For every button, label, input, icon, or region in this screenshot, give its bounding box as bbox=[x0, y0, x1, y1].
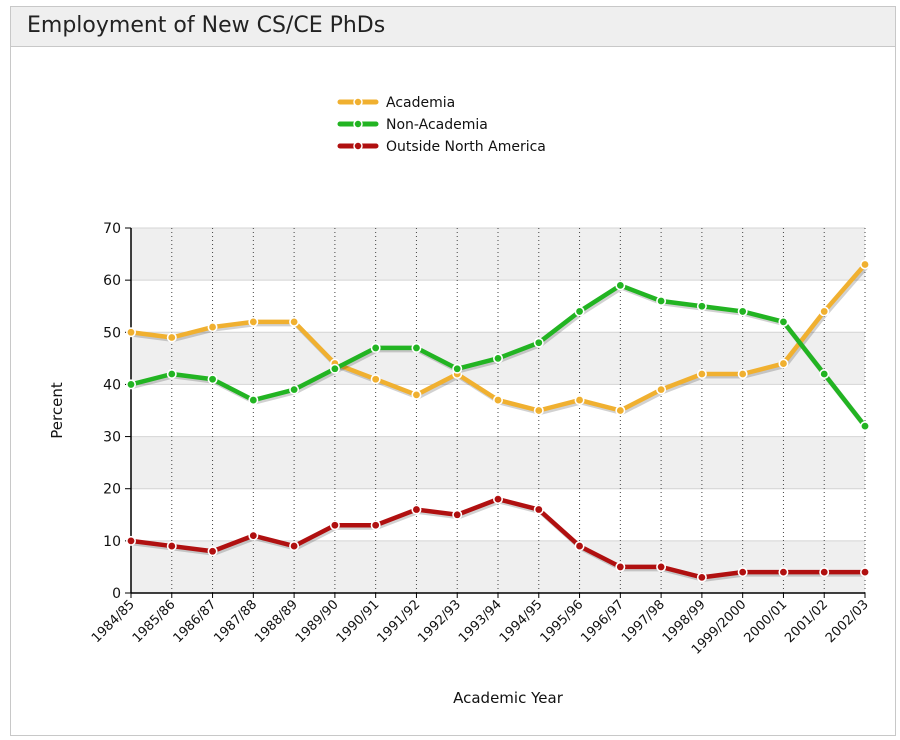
x-tick-label: 2002/03 bbox=[823, 597, 872, 646]
y-tick-label: 70 bbox=[103, 221, 121, 237]
y-tick-label: 30 bbox=[103, 430, 121, 446]
data-point bbox=[248, 316, 259, 327]
data-point bbox=[574, 395, 585, 406]
data-point bbox=[819, 567, 830, 578]
data-point bbox=[656, 561, 667, 572]
data-point bbox=[411, 504, 422, 515]
data-point bbox=[166, 332, 177, 343]
data-point bbox=[289, 316, 300, 327]
data-point bbox=[126, 379, 137, 390]
data-point bbox=[207, 374, 218, 385]
data-point bbox=[370, 520, 381, 531]
x-tick-label: 1988/89 bbox=[252, 597, 301, 646]
x-tick-label: 1985/86 bbox=[130, 597, 179, 646]
data-point bbox=[696, 301, 707, 312]
y-tick-label: 20 bbox=[103, 482, 121, 498]
data-point bbox=[166, 368, 177, 379]
x-tick-label: 1997/98 bbox=[619, 597, 668, 646]
chart-title: Employment of New CS/CE PhDs bbox=[27, 13, 386, 38]
data-point bbox=[615, 280, 626, 291]
data-point bbox=[859, 567, 870, 578]
data-point bbox=[696, 368, 707, 379]
data-point bbox=[370, 342, 381, 353]
x-tick-label: 1995/96 bbox=[538, 597, 587, 646]
data-point bbox=[533, 337, 544, 348]
y-tick-label: 60 bbox=[103, 273, 121, 289]
x-tick-label: 1993/94 bbox=[456, 597, 505, 646]
legend-marker bbox=[353, 97, 363, 107]
data-point bbox=[737, 567, 748, 578]
data-point bbox=[859, 421, 870, 432]
data-point bbox=[656, 384, 667, 395]
data-point bbox=[778, 567, 789, 578]
data-point bbox=[533, 405, 544, 416]
legend-label: Outside North America bbox=[386, 139, 546, 155]
data-point bbox=[859, 259, 870, 270]
data-point bbox=[207, 322, 218, 333]
x-tick-label: 1992/93 bbox=[415, 597, 464, 646]
data-point bbox=[452, 509, 463, 520]
x-tick-label: 2001/02 bbox=[782, 597, 831, 646]
x-axis-label: Academic Year bbox=[453, 689, 564, 707]
data-point bbox=[615, 405, 626, 416]
data-point bbox=[492, 494, 503, 505]
legend-label: Non-Academia bbox=[386, 117, 488, 133]
legend-marker bbox=[353, 141, 363, 151]
y-tick-label: 40 bbox=[103, 377, 121, 393]
data-point bbox=[289, 541, 300, 552]
data-point bbox=[207, 546, 218, 557]
data-point bbox=[248, 395, 259, 406]
y-tick-label: 10 bbox=[103, 534, 121, 550]
y-axis-label: Percent bbox=[48, 382, 66, 439]
data-point bbox=[819, 306, 830, 317]
data-point bbox=[329, 520, 340, 531]
data-point bbox=[370, 374, 381, 385]
x-tick-label: 1987/88 bbox=[211, 597, 260, 646]
data-point bbox=[737, 306, 748, 317]
data-point bbox=[329, 363, 340, 374]
legend-marker bbox=[353, 119, 363, 129]
data-point bbox=[615, 561, 626, 572]
data-point bbox=[656, 295, 667, 306]
data-point bbox=[492, 353, 503, 364]
data-point bbox=[696, 572, 707, 583]
data-point bbox=[574, 541, 585, 552]
x-tick-label: 1990/91 bbox=[334, 597, 383, 646]
data-point bbox=[452, 363, 463, 374]
data-point bbox=[492, 395, 503, 406]
data-point bbox=[778, 358, 789, 369]
x-tick-label: 1991/92 bbox=[374, 597, 423, 646]
data-point bbox=[533, 504, 544, 515]
x-tick-label: 1989/90 bbox=[293, 597, 342, 646]
data-point bbox=[411, 389, 422, 400]
x-tick-label: 1996/97 bbox=[578, 597, 627, 646]
legend-label: Academia bbox=[386, 95, 455, 111]
data-point bbox=[737, 368, 748, 379]
data-point bbox=[248, 530, 259, 541]
data-point bbox=[411, 342, 422, 353]
y-tick-label: 50 bbox=[103, 325, 121, 341]
data-point bbox=[778, 316, 789, 327]
x-tick-label: 1994/95 bbox=[497, 597, 546, 646]
data-point bbox=[289, 384, 300, 395]
x-tick-label: 2000/01 bbox=[741, 597, 790, 646]
data-point bbox=[819, 368, 830, 379]
x-tick-label: 1984/85 bbox=[89, 597, 138, 646]
x-tick-label: 1986/87 bbox=[171, 597, 220, 646]
data-point bbox=[166, 541, 177, 552]
panel-header: Employment of New CS/CE PhDs bbox=[11, 7, 895, 47]
data-point bbox=[126, 535, 137, 546]
data-point bbox=[126, 327, 137, 338]
data-point bbox=[574, 306, 585, 317]
y-tick-label: 0 bbox=[112, 586, 121, 602]
